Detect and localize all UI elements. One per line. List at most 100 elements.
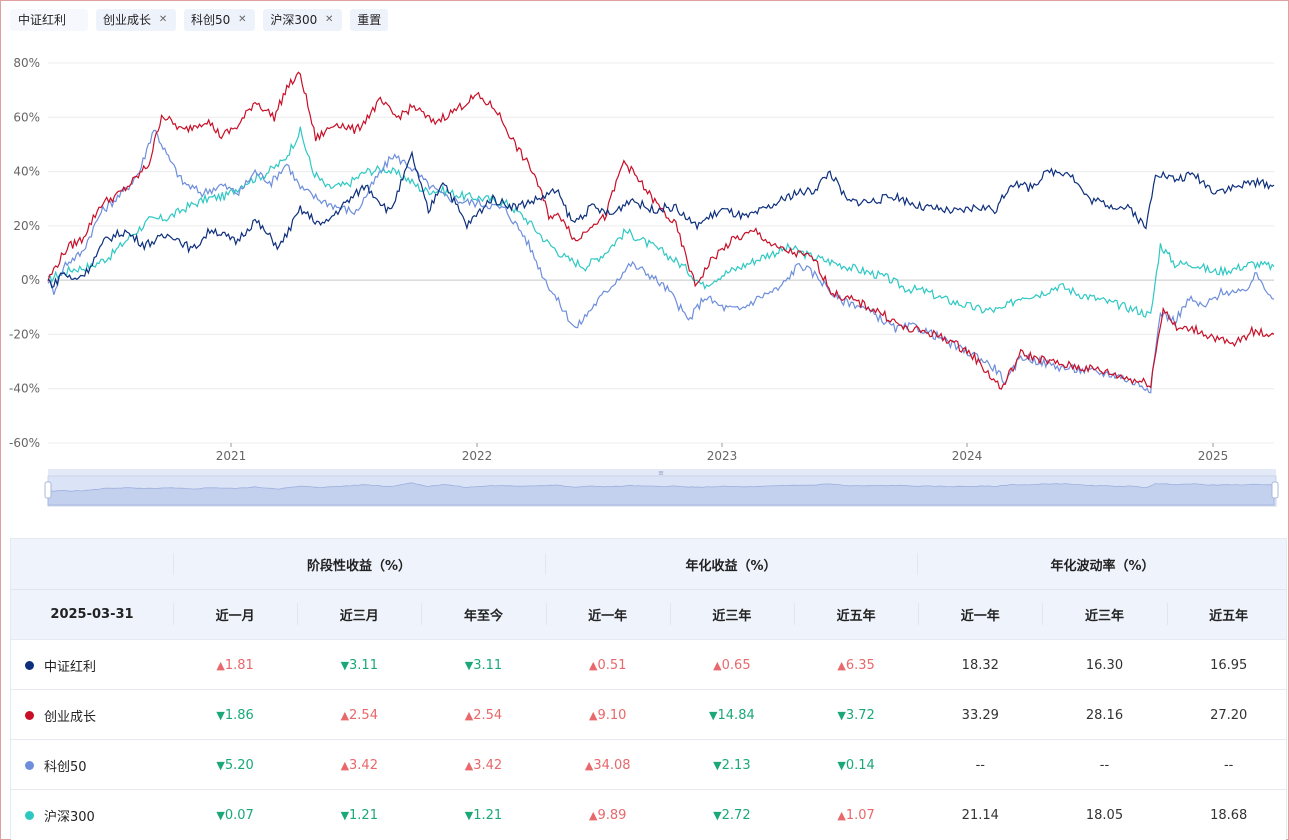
filter-chip-zhongzheng-hongli[interactable]: 中证红利 [10,9,89,31]
cell-value: 3.42 [349,757,378,773]
table-cell: -- [918,740,1042,790]
table-cell: 16.30 [1042,640,1166,690]
column-header: 近一年 [588,608,628,624]
table-cell: 28.16 [1042,690,1166,740]
cell-value: 0.51 [597,657,627,673]
cell-value: 18.32 [961,657,999,673]
arrow-down-icon: ▼ [837,708,846,722]
column-header: 近五年 [836,608,876,624]
zoom-top-bar[interactable] [48,469,1276,476]
row-name-label: 创业成长 [44,709,97,725]
arrow-down-icon: ▼ [837,758,846,772]
column-header: 近三年 [1084,608,1124,624]
line-chart: 80% 60% 40% 20% 0% -20% -40% -60% 2021 2022 2023 2… [0,44,1289,518]
series-dot-icon [25,710,34,720]
row-name: 创业成长 [25,690,96,740]
reset-button-label: 重置 [357,13,382,27]
arrow-up-icon: ▲ [837,808,846,822]
cell-value: 1.81 [224,657,254,673]
row-name-label: 科创50 [44,759,87,775]
divider [794,603,795,625]
zoom-handle-right[interactable] [1271,481,1279,499]
data-zoom-slider[interactable]: ≡ [44,469,1279,507]
close-icon[interactable]: ✕ [238,14,247,25]
series-line [47,129,1275,394]
filter-chip-hushen300[interactable]: 沪深300 ✕ [263,9,343,31]
y-tick-label: 60% [13,110,40,124]
cell-value: 21.14 [961,807,999,823]
x-tick-label: 2024 [952,449,983,463]
reset-button[interactable]: 重置 [350,9,389,31]
zoom-grip-icon[interactable]: ≡ [658,469,664,477]
y-tick-label: 40% [13,165,40,179]
filter-bar: 中证红利 创业成长 ✕ 科创50 ✕ 沪深300 ✕ 重置 [10,9,389,33]
zoom-preview-line [47,482,1275,506]
cell-value: 33.29 [961,707,999,723]
table-cell: ▼ 1.21 [421,790,545,840]
x-tick-label: 2023 [707,449,738,463]
table-cell: 21.14 [918,790,1042,840]
table-row: 中证红利 ▲ 1.81 ▼ 3.11 ▼ 3.11 ▲ 0.51 ▲ 0.65 ▲ 6.35 18.32 1… [11,639,1286,690]
divider [545,603,547,625]
y-tick-label: 0% [21,273,40,287]
arrow-up-icon: ▲ [216,658,225,672]
series-dot-icon [25,810,34,820]
table-cell: ▼ 5.20 [173,740,297,790]
cell-value: 0.07 [224,807,254,823]
table-row: 创业成长 ▼ 1.86 ▲ 2.54 ▲ 2.54 ▲ 9.10 ▼ 14.84 ▼ 3.72 33.29… [11,689,1286,740]
cell-value: 9.89 [597,807,627,823]
divider [173,553,174,575]
cell-value: -- [1223,757,1234,773]
column-header: 近三月 [339,608,379,624]
zoom-handle-left[interactable] [44,481,52,499]
arrow-up-icon: ▲ [588,658,598,672]
filter-chip-label: 沪深300 [270,13,318,27]
chart-svg: 80% 60% 40% 20% 0% -20% -40% -60% 2021 2022 2023 2… [9,56,1279,507]
cell-value: 2.54 [473,707,503,723]
y-tick-label: -20% [9,327,40,341]
cell-value: 6.35 [845,657,875,673]
table-header: 阶段性收益（%） 年化收益（%） 年化波动率（%） 2025-03-31 近一月… [11,539,1286,639]
cell-value: 2.54 [349,707,378,723]
cell-value: -- [1099,757,1110,773]
close-icon[interactable]: ✕ [158,14,168,25]
filter-chip-label: 科创50 [191,13,231,27]
divider [421,603,423,625]
table-cell: ▲ 34.08 [546,740,670,790]
cell-value: 14.84 [717,707,755,723]
table-cell: -- [1167,740,1289,790]
table-cell: 18.05 [1042,790,1166,840]
table-cell: 18.68 [1167,790,1289,840]
arrow-down-icon: ▼ [216,708,225,722]
table-cell: ▲ 9.10 [546,690,670,740]
divider [669,603,671,625]
cell-value: 3.72 [845,707,875,723]
cell-value: 2.72 [721,807,751,823]
performance-table: 阶段性收益（%） 年化收益（%） 年化波动率（%） 2025-03-31 近一月… [10,538,1289,840]
arrow-down-icon: ▼ [709,708,718,722]
arrow-down-icon: ▼ [713,758,722,772]
filter-chip-kechuang50[interactable]: 科创50 ✕ [184,9,256,31]
arrow-down-icon: ▼ [340,808,350,822]
y-tick-label: 80% [13,56,40,70]
table-cell: ▼ 2.72 [670,790,794,840]
table-cell: ▲ 6.35 [794,640,918,690]
filter-chip-chuangye-chengzhang[interactable]: 创业成长 ✕ [96,9,177,31]
table-row: 科创50 ▼ 5.20 ▲ 3.42 ▲ 3.42 ▲ 34.08 ▼ 2.13 ▼ 0.14 -- -- -… [11,739,1286,790]
table-cell: ▲ 9.89 [546,790,670,840]
cell-value: 0.65 [721,657,751,673]
table-cell: ▼ 1.21 [297,790,421,840]
arrow-up-icon: ▲ [584,758,594,772]
arrow-down-icon: ▼ [340,658,350,672]
column-header: 近五年 [1209,608,1249,624]
arrow-up-icon: ▲ [588,808,598,822]
y-tick-label: -60% [9,436,40,450]
close-icon[interactable]: ✕ [325,14,334,25]
table-cell: ▼ 3.72 [794,690,918,740]
cell-value: 3.42 [473,757,503,773]
table-cell: -- [1042,740,1166,790]
series-line [47,150,1275,289]
divider [545,553,546,575]
arrow-up-icon: ▲ [340,758,350,772]
cell-value: -- [975,757,985,773]
